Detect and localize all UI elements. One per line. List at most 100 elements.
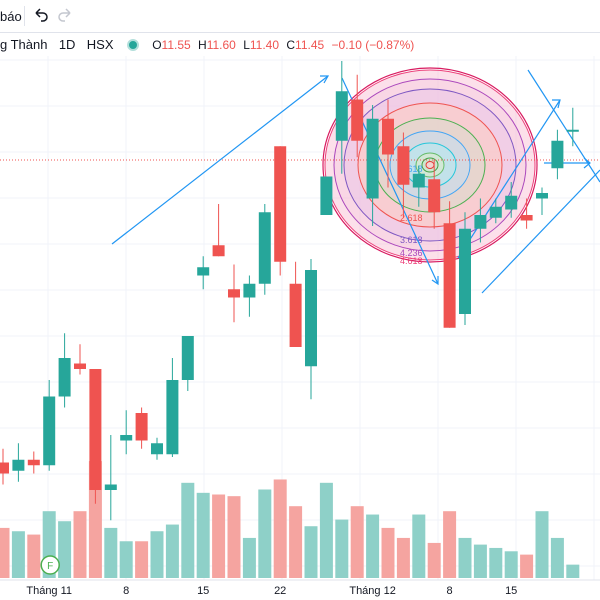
x-tick-label: 8	[123, 585, 129, 597]
volume-bar	[0, 527, 10, 578]
volume-bar	[350, 506, 364, 578]
candle-body	[443, 223, 456, 328]
candle-body	[104, 484, 117, 490]
volume-bar	[27, 534, 41, 578]
volume-bar	[520, 554, 534, 578]
candle-body	[212, 245, 225, 257]
volume-bar	[412, 514, 426, 578]
symbol-interval[interactable]: 1D	[58, 37, 76, 53]
redo-icon[interactable]	[54, 4, 76, 26]
volume-bar	[381, 527, 395, 578]
candle-body	[335, 91, 348, 141]
volume-bar	[88, 461, 102, 578]
fib-circle-outer	[322, 67, 538, 263]
candle-body	[166, 380, 179, 455]
volume-bar	[104, 527, 118, 578]
volume-bar	[135, 541, 149, 578]
candle-body	[489, 206, 502, 218]
low-value: 11.40	[249, 37, 280, 52]
volume-bar	[289, 506, 303, 578]
volume-bar	[535, 511, 549, 578]
volume-bar	[489, 547, 503, 578]
candle-body	[58, 358, 71, 397]
candle-body	[43, 396, 56, 466]
volume-bar	[58, 521, 72, 578]
candle-body	[474, 215, 487, 229]
candle-body	[258, 212, 271, 284]
candle-body	[0, 462, 9, 474]
alert-button-label[interactable]: báo	[0, 9, 22, 24]
candle-body	[366, 118, 379, 199]
symbol-name[interactable]: g Thành	[0, 37, 48, 53]
volume-bar	[273, 479, 287, 578]
fib-level-label: 3.618	[400, 164, 423, 174]
volume-bar	[165, 524, 179, 578]
candle-body	[382, 118, 394, 155]
candle-body	[120, 435, 133, 441]
fib-level-label: 2.618	[400, 213, 423, 223]
candle-body	[27, 459, 40, 466]
volume-bar	[150, 531, 164, 578]
high-key: H	[198, 37, 207, 52]
volume-bar	[212, 494, 226, 578]
trend-line-drawing	[481, 169, 600, 294]
candle-body	[135, 413, 148, 441]
candle-body	[228, 289, 240, 298]
x-tick-label: Tháng 12	[349, 585, 395, 597]
candle-body	[89, 369, 102, 490]
volume-bar	[473, 544, 487, 578]
candle-body	[351, 99, 364, 141]
x-tick-label: 15	[505, 585, 517, 597]
candle-body	[181, 336, 194, 380]
candle-body	[566, 129, 579, 132]
candle-body	[197, 267, 210, 276]
trend-arrow-head	[552, 99, 561, 109]
candle-body	[12, 459, 25, 471]
candle-body	[74, 363, 86, 369]
volume-bar	[550, 537, 564, 578]
volume-bar	[335, 519, 349, 578]
top-toolbar: báo	[0, 0, 600, 33]
candle-body	[320, 176, 333, 215]
x-tick-label: 8	[447, 585, 453, 597]
candle-body	[289, 283, 302, 347]
candle-body	[459, 228, 471, 314]
trend-arrow-head	[583, 157, 591, 169]
volume-bar	[181, 482, 195, 578]
trend-arrow-head	[431, 276, 439, 286]
market-status-dot-icon	[126, 38, 139, 51]
trend-line-drawing	[457, 99, 561, 259]
undo-icon[interactable]	[30, 4, 52, 26]
event-marker-label: F	[47, 561, 53, 572]
volume-bar	[458, 537, 472, 578]
high-value: 11.60	[206, 37, 236, 52]
close-value: 11.45	[295, 37, 325, 52]
candle-body	[551, 140, 564, 169]
volume-bar	[227, 496, 241, 578]
fib-circle-ring	[425, 161, 435, 169]
volume-bar	[242, 537, 256, 578]
fib-level-label: 3.618	[400, 235, 423, 245]
volume-bar	[11, 531, 25, 578]
volume-bar	[396, 537, 410, 578]
symbol-legend: g Thành 1D HSX O11.55 H11.60 L11.40 C11.…	[0, 37, 418, 55]
volume-bar	[119, 541, 133, 578]
candle-body	[305, 270, 317, 367]
volume-bar	[366, 514, 380, 578]
x-tick-label: 15	[197, 585, 209, 597]
volume-bar	[319, 482, 333, 578]
candle-body	[412, 173, 425, 188]
volume-bar	[258, 489, 272, 578]
volume-bar	[504, 551, 518, 578]
open-key: O	[152, 37, 162, 52]
candle-body	[536, 193, 548, 199]
trend-line-drawing	[111, 75, 329, 245]
volume-bar	[566, 564, 580, 578]
candle-body	[243, 283, 256, 298]
volume-bar	[443, 511, 457, 578]
volume-bar	[304, 526, 318, 578]
trend-arrow-head	[320, 75, 330, 84]
candle-body	[397, 146, 410, 185]
x-tick-label: Tháng 11	[26, 585, 72, 597]
